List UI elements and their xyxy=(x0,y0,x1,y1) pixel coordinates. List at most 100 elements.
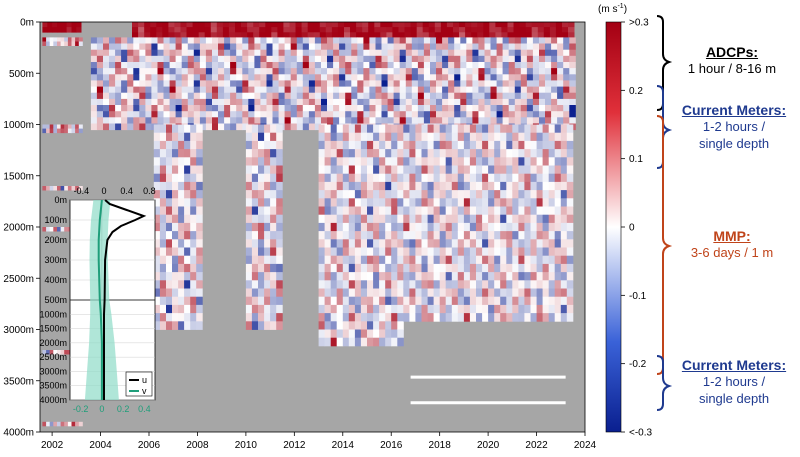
heatmap-cell xyxy=(417,37,425,44)
heatmap-cell xyxy=(548,124,556,134)
heatmap-cell xyxy=(71,421,76,427)
heatmap-cell xyxy=(563,86,570,94)
heatmap-cell xyxy=(289,32,296,38)
heatmap-cell xyxy=(198,22,206,28)
y-tick-label: 2000m xyxy=(3,223,34,234)
heatmap-cell xyxy=(563,55,570,63)
heatmap-cell xyxy=(153,239,161,248)
heatmap-cell xyxy=(387,43,395,50)
heatmap-cell xyxy=(71,37,76,42)
heatmap-cell xyxy=(96,62,104,69)
heatmap-cell xyxy=(174,27,181,33)
heatmap-cell xyxy=(398,22,405,28)
heatmap-cell xyxy=(184,222,191,232)
heatmap-cell xyxy=(109,92,116,100)
heatmap-cell xyxy=(488,173,495,183)
heatmap-cell xyxy=(520,80,528,87)
heatmap-cell xyxy=(283,22,290,28)
heatmap-cell xyxy=(496,105,504,112)
heatmap-cell xyxy=(476,124,483,134)
heatmap-cell xyxy=(393,55,401,63)
heatmap-cell xyxy=(391,337,398,347)
inset-lines xyxy=(84,199,147,400)
heatmap-cell xyxy=(518,280,525,289)
heatmap-cell xyxy=(421,157,428,166)
heatmap-cell xyxy=(403,263,410,273)
heatmap-cell xyxy=(53,124,58,129)
heatmap-cell xyxy=(445,165,453,175)
heatmap-cell xyxy=(478,37,485,44)
heatmap-cell xyxy=(190,165,197,175)
heatmap-cell xyxy=(448,117,455,124)
heatmap-cell xyxy=(482,304,489,314)
heatmap-cell xyxy=(169,43,177,50)
inset-bottom-tick-label: 0.2 xyxy=(117,404,130,414)
heatmap-cell xyxy=(423,98,431,106)
heatmap-cell xyxy=(258,321,265,330)
heatmap-cell xyxy=(181,117,189,124)
heatmap-cell xyxy=(270,263,277,273)
heatmap-cell xyxy=(506,173,513,183)
heatmap-cell xyxy=(484,105,491,112)
heatmap-cell xyxy=(205,105,213,112)
heatmap-cell xyxy=(175,117,183,124)
heatmap-cell xyxy=(554,190,562,199)
heatmap-cell xyxy=(357,68,364,75)
heatmap-cell xyxy=(212,105,219,112)
heatmap-cell xyxy=(342,329,350,339)
heatmap-cell xyxy=(393,74,401,81)
heatmap-cell xyxy=(242,62,249,69)
heatmap-cell xyxy=(276,206,283,216)
heatmap-cell xyxy=(439,157,447,166)
heatmap-cell xyxy=(166,313,173,322)
heatmap-cell xyxy=(506,157,513,166)
heatmap-cell xyxy=(271,32,278,38)
heatmap-cell xyxy=(313,22,321,28)
heatmap-cell xyxy=(354,272,362,281)
heatmap-cell xyxy=(258,255,265,265)
heatmap-cell xyxy=(308,74,316,81)
heatmap-cell xyxy=(258,165,265,175)
heatmap-cell xyxy=(379,132,386,142)
heatmap-cell xyxy=(526,62,534,69)
heatmap-cell xyxy=(342,280,350,289)
heatmap-cell xyxy=(513,32,520,38)
heatmap-cell xyxy=(296,123,304,131)
heatmap-cell xyxy=(500,280,507,289)
heatmap-cell xyxy=(502,37,510,44)
heatmap-cell xyxy=(284,117,292,124)
heatmap-cell xyxy=(514,74,522,81)
heatmap-cell xyxy=(354,132,362,142)
heatmap-cell xyxy=(360,132,368,142)
heatmap-cell xyxy=(336,247,344,257)
heatmap-cell xyxy=(542,173,550,183)
heatmap-cell xyxy=(172,222,179,232)
heatmap-cell xyxy=(330,263,338,273)
heatmap-cell xyxy=(530,263,537,273)
heatmap-cell xyxy=(494,263,501,273)
heatmap-cell xyxy=(495,22,502,28)
heatmap-cell xyxy=(484,74,491,81)
heatmap-cell xyxy=(57,37,61,42)
heatmap-cell xyxy=(270,181,277,191)
heatmap-cell xyxy=(324,173,332,183)
heatmap-cell xyxy=(157,43,164,50)
heatmap-cell xyxy=(127,92,134,100)
heatmap-cell xyxy=(159,149,167,158)
heatmap-cell xyxy=(563,37,570,44)
heatmap-cell xyxy=(360,255,368,265)
heatmap-cell xyxy=(127,80,134,87)
heatmap-cell xyxy=(276,296,283,306)
heatmap-cell xyxy=(454,86,461,94)
heatmap-cell xyxy=(454,37,461,44)
heatmap-cell xyxy=(153,132,161,142)
heatmap-cell xyxy=(385,255,392,265)
heatmap-cell xyxy=(508,80,516,87)
heatmap-cell xyxy=(236,43,243,50)
heatmap-cell xyxy=(66,22,72,28)
heatmap-cell xyxy=(409,206,416,216)
heatmap-cell xyxy=(460,55,467,63)
heatmap-cell xyxy=(476,157,483,166)
heatmap-cell xyxy=(178,272,185,281)
heatmap-cell xyxy=(393,86,401,94)
